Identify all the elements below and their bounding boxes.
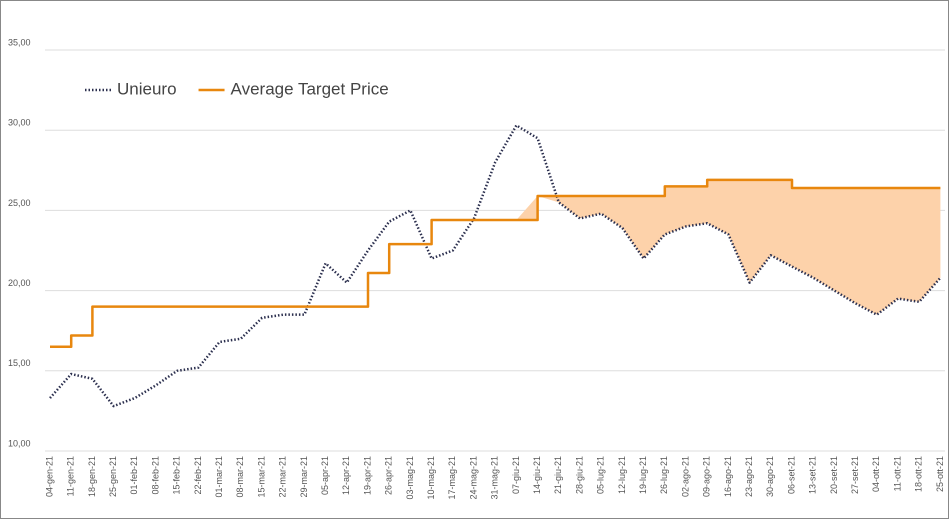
x-tick-label: 10-mag-21 — [426, 456, 436, 500]
x-tick-label: 12-lug-21 — [617, 456, 627, 494]
x-tick-label: 03-mag-21 — [405, 456, 415, 500]
x-tick-label: 09-ago-21 — [702, 456, 712, 497]
x-tick-label: 19-apr-21 — [362, 456, 372, 495]
x-tick-label: 04-ott-21 — [871, 456, 881, 492]
x-tick-label: 30-ago-21 — [765, 456, 775, 497]
y-tick-label: 30,00 — [8, 118, 31, 128]
y-tick-label: 10,00 — [8, 438, 31, 448]
y-tick-label: 15,00 — [8, 358, 31, 368]
x-tick-label: 05-lug-21 — [596, 456, 606, 494]
x-tick-label: 19-lug-21 — [638, 456, 648, 494]
x-tick-label: 15-feb-21 — [172, 456, 182, 495]
x-tick-label: 05-apr-21 — [320, 456, 330, 495]
x-tick-label: 25-ott-21 — [935, 456, 945, 492]
x-tick-label: 20-set-21 — [829, 456, 839, 494]
x-tick-label: 31-mag-21 — [490, 456, 500, 500]
x-tick-label: 08-feb-21 — [150, 456, 160, 495]
x-tick-label: 14-giu-21 — [532, 456, 542, 494]
x-tick-label: 13-set-21 — [808, 456, 818, 494]
x-tick-label: 18-ott-21 — [914, 456, 924, 492]
x-tick-label: 01-mar-21 — [214, 456, 224, 498]
x-tick-label: 07-giu-21 — [511, 456, 521, 494]
x-tick-label: 18-gen-21 — [87, 456, 97, 497]
x-tick-label: 27-set-21 — [850, 456, 860, 494]
x-tick-label: 25-gen-21 — [108, 456, 118, 497]
series-line — [50, 178, 941, 348]
x-tick-label: 08-mar-21 — [235, 456, 245, 498]
y-tick-label: 35,00 — [8, 37, 31, 47]
series-line — [49, 124, 942, 408]
x-tick-label: 04-gen-21 — [44, 456, 54, 497]
x-tick-label: 15-mar-21 — [256, 456, 266, 498]
x-tick-label: 28-giu-21 — [574, 456, 584, 494]
x-tick-label: 06-set-21 — [786, 456, 796, 494]
x-tick-label: 26-lug-21 — [659, 456, 669, 494]
legend-label: Average Target Price — [231, 79, 389, 98]
x-tick-label: 12-apr-21 — [341, 456, 351, 495]
x-tick-label: 17-mag-21 — [447, 456, 457, 500]
y-tick-label: 20,00 — [8, 278, 31, 288]
x-tick-label: 22-mar-21 — [278, 456, 288, 498]
x-tick-label: 26-apr-21 — [384, 456, 394, 495]
x-tick-label: 22-feb-21 — [193, 456, 203, 495]
y-tick-label: 25,00 — [8, 198, 31, 208]
x-tick-label: 24-mag-21 — [468, 456, 478, 500]
x-tick-label: 11-gen-21 — [66, 456, 76, 496]
gap-area — [516, 179, 941, 315]
x-tick-label: 02-ago-21 — [680, 456, 690, 497]
x-tick-label: 11-ott-21 — [892, 456, 902, 491]
legend-label: Unieuro — [117, 79, 177, 98]
x-tick-label: 16-ago-21 — [723, 456, 733, 497]
x-tick-label: 21-giu-21 — [553, 456, 563, 494]
x-tick-label: 01-feb-21 — [129, 456, 139, 495]
x-tick-label: 23-ago-21 — [744, 456, 754, 497]
x-tick-label: 29-mar-21 — [299, 456, 309, 498]
